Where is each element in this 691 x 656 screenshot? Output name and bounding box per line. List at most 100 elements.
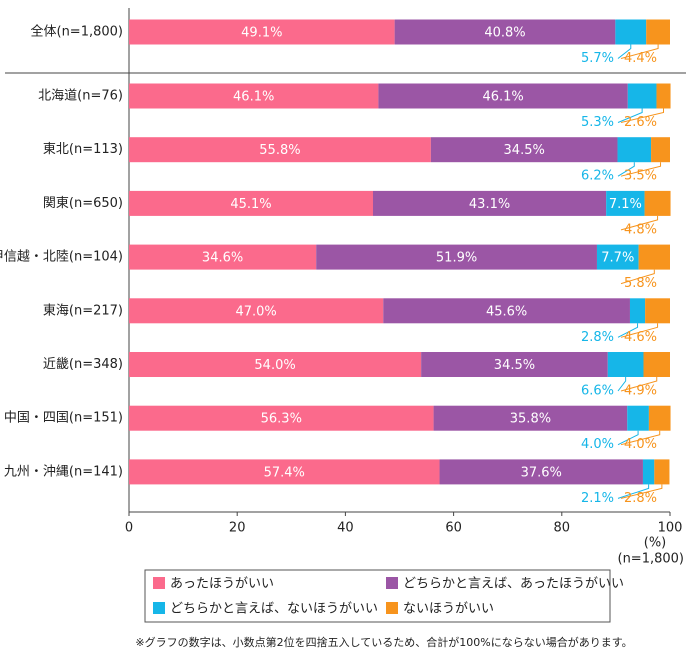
y-tick-label: 北海道(n=76) [38,89,123,104]
data-label: 51.9% [436,251,477,266]
data-label: 5.7% [581,51,614,66]
bar-segment [627,405,649,431]
data-label: 45.6% [486,304,527,319]
bar-segment [607,352,644,377]
legend-swatch [153,602,165,614]
data-label: 49.1% [241,26,282,41]
y-tick-label: 中国・四国(n=151) [4,411,123,426]
bar-segment [439,459,643,485]
bar-segment [617,137,652,163]
y-tick-label: 関東(n=650) [43,195,123,211]
bar-segment [629,298,646,324]
x-tick-label: 80 [554,521,571,536]
data-label: 35.8% [510,412,551,427]
leader-line [620,377,658,392]
bar-segment [651,137,670,163]
bar-segment [642,459,655,485]
bar-segment [656,83,671,109]
bar-segment [433,405,628,431]
legend-label: どちらかと言えば、ないほうがいい [170,602,378,617]
y-tick-label: 甲信越・北陸(n=104) [0,249,123,265]
bar-segment [430,137,618,163]
bar-segment [129,83,379,109]
bar-segment [654,459,670,485]
x-tick-label: 60 [445,521,462,536]
data-label: 2.6% [624,115,657,130]
legend-label: どちらかと言えば、あったほうがいい [403,577,624,592]
data-label: 43.1% [469,197,510,212]
x-tick-label: 40 [337,521,354,536]
data-label: 5.3% [581,115,614,130]
y-tick-label: 近畿(n=348) [43,357,123,372]
bar-segment [643,352,670,377]
bar-segment [129,19,395,45]
bar-segment [421,352,608,377]
bar-segment [648,405,671,431]
bar-segment [129,459,440,485]
data-label: 57.4% [264,465,305,480]
y-tick-label: 九州・沖縄(n=141) [4,464,123,479]
data-label: 34.6% [202,251,243,266]
legend-box [144,569,611,623]
data-label: 7.1% [609,197,642,212]
legend-label: ないほうがいい [403,602,494,617]
data-label: 54.0% [254,358,295,373]
data-label: 2.8% [581,330,614,345]
bar-segment [646,19,670,45]
y-tick-label: 全体(n=1,800) [31,24,124,40]
legend-swatch [386,577,398,589]
data-label: 34.5% [494,358,535,373]
bar-segment [129,190,373,216]
leader-line [617,323,639,338]
footnote: ※グラフの数字は、小数点第2位を四捨五入しているため、合計が100%にならない場… [135,635,632,649]
bar-segment [606,190,645,216]
bar-segment [644,190,671,216]
bar-segment [129,405,434,431]
legend-swatch [153,577,165,589]
data-label: 3.5% [624,169,657,184]
data-label: 46.1% [482,90,523,105]
bar-segment [129,244,317,270]
data-label: 6.6% [581,384,614,399]
data-label: 34.5% [504,143,545,158]
bar-segment [615,19,647,45]
data-label: 5.8% [624,276,657,291]
bar-segment [596,244,639,270]
leader-line [617,430,639,446]
data-label: 46.1% [233,90,274,105]
legend-label: あったほうがいい [170,577,274,592]
bar-segment [638,244,670,270]
data-label: 2.8% [624,491,657,506]
x-unit-label: (%) [644,536,667,551]
leader-line [620,323,659,338]
x-tick-label: 20 [229,521,246,536]
leader-line [617,484,650,499]
leader-line [620,430,661,446]
bar-segment [394,19,616,45]
data-label: 45.1% [230,197,271,212]
legend-swatch [386,602,398,614]
data-label: 55.8% [259,143,300,158]
data-label: 4.0% [624,437,657,452]
bar-segment [378,83,628,109]
data-label: 4.0% [581,437,614,452]
leader-line [620,108,665,123]
leader-line [620,484,663,499]
x-tick-label: 100 [658,521,683,536]
data-label: 4.8% [624,222,657,237]
data-label: 56.3% [261,412,302,427]
data-label: 7.7% [601,251,634,266]
data-label: 37.6% [521,465,562,480]
data-label: 40.8% [484,26,525,41]
bar-segment [129,137,431,163]
leader-line [620,269,655,285]
data-label: 4.4% [624,51,657,66]
leader-line [620,44,659,59]
bar-segment [129,298,384,324]
bar-segment [372,190,607,216]
data-label: 2.1% [581,491,614,506]
data-label: 6.2% [581,169,614,184]
x-tick-label: 0 [125,521,133,536]
bar-segment [645,298,670,324]
